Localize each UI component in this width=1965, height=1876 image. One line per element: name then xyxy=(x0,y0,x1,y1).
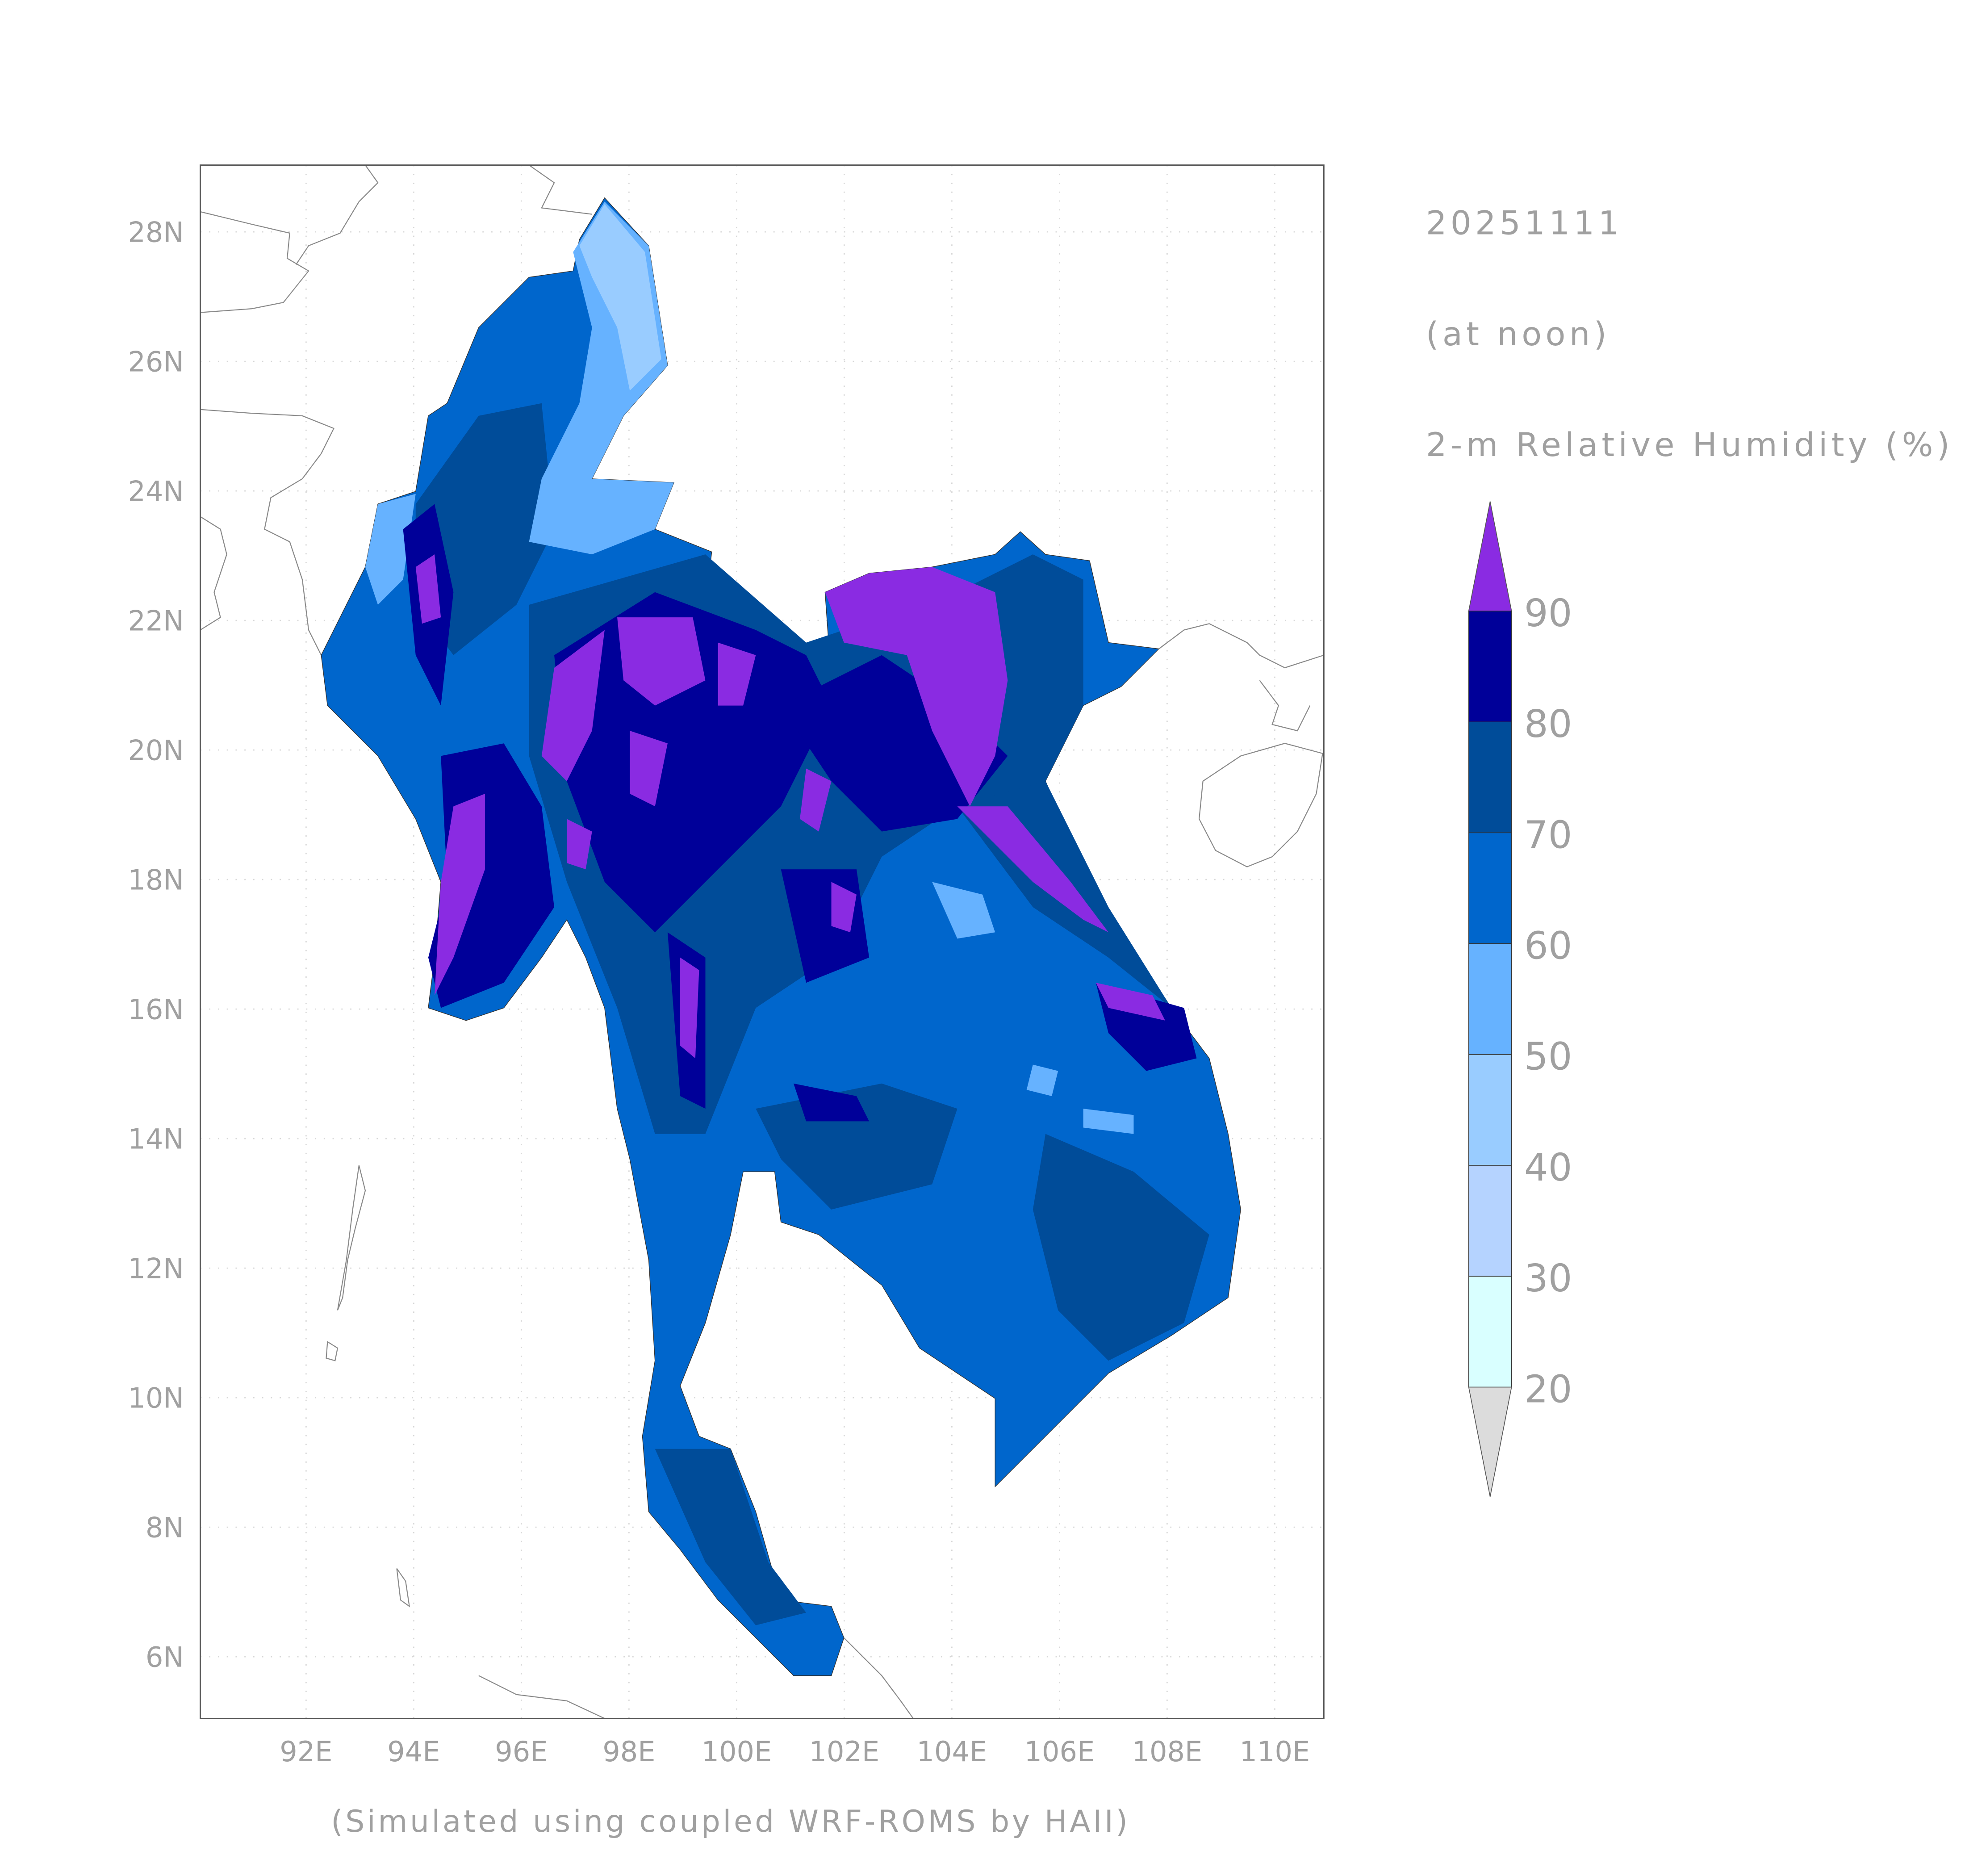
lat-tick-label: 26N xyxy=(128,346,184,378)
lon-tick-label: 98E xyxy=(602,1735,655,1768)
colorbar-label: 50 xyxy=(1524,1034,1572,1079)
rh-above-90-areas xyxy=(415,554,1165,1059)
colorbar-label: 60 xyxy=(1524,924,1572,968)
lon-tick-label: 100E xyxy=(702,1735,772,1768)
coastline-india-bangladesh xyxy=(200,211,334,656)
coastline-hainan xyxy=(1198,743,1323,867)
lon-tick-label: 110E xyxy=(1240,1735,1310,1768)
colorbar-bin xyxy=(1468,1276,1512,1388)
rh-lighter-areas xyxy=(365,201,1134,1134)
lat-tick-label: 18N xyxy=(128,864,184,896)
lat-tick-label: 16N xyxy=(128,993,184,1026)
lon-tick-label: 106E xyxy=(1024,1735,1095,1768)
colorbar-label: 70 xyxy=(1524,812,1572,857)
lat-tick-label: 14N xyxy=(128,1123,184,1156)
lon-tick-label: 94E xyxy=(387,1735,440,1768)
colorbar-label: 30 xyxy=(1524,1256,1572,1300)
lat-tick-label: 6N xyxy=(146,1641,184,1674)
lat-tick-label: 24N xyxy=(128,475,184,508)
lon-tick-label: 108E xyxy=(1132,1735,1203,1768)
colorbar-label: 40 xyxy=(1524,1145,1572,1189)
map-area xyxy=(200,165,1324,1719)
colorbar-bin xyxy=(1468,721,1512,833)
colorbar-under-arrow xyxy=(1468,1386,1512,1497)
variable-title: 2-m Relative Humidity (%) xyxy=(1426,426,1953,464)
coastline-china xyxy=(295,165,1324,732)
lon-tick-label: 96E xyxy=(495,1735,548,1768)
time-title: (at noon) xyxy=(1426,315,1610,353)
lat-tick-label: 10N xyxy=(128,1382,184,1415)
map-frame xyxy=(200,164,1325,1719)
lat-tick-label: 22N xyxy=(128,605,184,637)
coastline-andaman-islands xyxy=(326,1165,410,1608)
colorbar-label: 20 xyxy=(1524,1367,1572,1411)
colorbar: 90 80 70 60 50 40 30 20 xyxy=(1468,501,1572,1497)
lon-tick-label: 92E xyxy=(280,1735,332,1768)
colorbar-label: 80 xyxy=(1524,702,1572,746)
colorbar-over-arrow xyxy=(1468,501,1512,611)
lat-tick-label: 12N xyxy=(128,1252,184,1285)
colorbar-bin xyxy=(1468,943,1512,1055)
lat-tick-label: 20N xyxy=(128,734,184,767)
lon-tick-label: 102E xyxy=(809,1735,880,1768)
colorbar-label: 90 xyxy=(1524,591,1572,635)
colorbar-bin xyxy=(1468,832,1512,944)
latitude-tick-labels: 28N 26N 24N 22N 20N 18N 16N 14N 12N 10N 8N 6N xyxy=(128,216,184,1674)
colorbar-bin xyxy=(1468,1054,1512,1166)
lat-tick-label: 8N xyxy=(146,1512,184,1544)
lon-tick-label: 104E xyxy=(917,1735,987,1768)
colorbar-bin xyxy=(1468,1165,1512,1277)
longitude-tick-labels: 92E 94E 96E 98E 100E 102E 104E 106E 108E 110E xyxy=(280,1735,1310,1768)
date-title: 20251111 xyxy=(1426,205,1623,243)
coastline-malaysia-sumatra xyxy=(478,1637,914,1719)
colorbar-bin xyxy=(1468,611,1512,722)
lat-tick-label: 28N xyxy=(128,216,184,249)
footer-caption: (Simulated using coupled WRF-ROMS by HAI… xyxy=(331,1804,1130,1839)
